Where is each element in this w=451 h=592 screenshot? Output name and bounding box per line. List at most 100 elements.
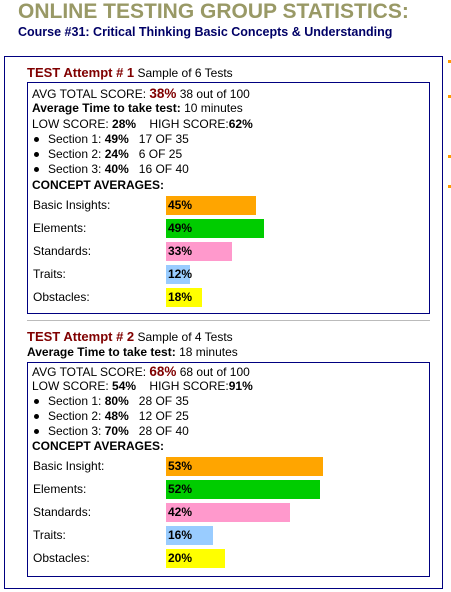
- section-detail: 16 OF 40: [138, 162, 189, 176]
- time-value: 18 minutes: [179, 345, 238, 359]
- avg-label: AVG TOTAL SCORE:: [32, 365, 147, 379]
- section-detail: 17 OF 35: [138, 132, 189, 146]
- attempt-sample: Sample of 6 Tests: [137, 66, 233, 80]
- concept-bar: 52%: [166, 480, 320, 499]
- attempt-sample: Sample of 4 Tests: [137, 330, 233, 344]
- section-label: Section 2:: [48, 409, 102, 423]
- course-label: Course #31:: [18, 25, 90, 39]
- time-label: Average Time to take test:: [27, 345, 176, 359]
- concept-bar: 45%: [166, 196, 256, 215]
- concept-name: Traits:: [33, 528, 66, 542]
- concept-label: 12%: [168, 267, 193, 281]
- concept-label: 53%: [168, 459, 193, 473]
- low-value: 28%: [112, 117, 137, 131]
- attempt-box: AVG TOTAL SCORE: 68% 68 out of 100 LOW S…: [27, 362, 430, 577]
- time-line: Average Time to take test: 10 minutes: [32, 101, 243, 116]
- page-title: ONLINE TESTING GROUP STATISTICS:: [18, 0, 409, 23]
- concept-label: 45%: [168, 198, 193, 212]
- attempt-heading-line: TEST Attempt # 1 Sample of 6 Tests: [27, 65, 233, 81]
- low-label: LOW SCORE:: [32, 379, 109, 393]
- time-line: Average Time to take test: 18 minutes: [27, 345, 238, 360]
- concept-label: 18%: [168, 290, 193, 304]
- avg-detail: 38 out of 100: [179, 87, 250, 101]
- low-value: 54%: [112, 379, 137, 393]
- avg-detail: 68 out of 100: [179, 365, 250, 379]
- concept-bar: 18%: [166, 288, 202, 307]
- concept-label: 42%: [168, 505, 193, 519]
- course-line: Course #31: Critical Thinking Basic Conc…: [18, 25, 392, 40]
- concept-bar: 33%: [166, 242, 232, 261]
- avg-line: AVG TOTAL SCORE: 68% 68 out of 100: [32, 364, 250, 380]
- section-label: Section 3:: [48, 424, 102, 438]
- concept-label: 33%: [168, 244, 193, 258]
- section-label: Section 1:: [48, 394, 102, 408]
- bullet: [34, 166, 39, 172]
- time-value: 10 minutes: [184, 101, 243, 115]
- attempt-box: AVG TOTAL SCORE: 38% 38 out of 100 Avera…: [27, 82, 430, 314]
- scroll-dot: [448, 60, 451, 63]
- concept-name: Standards:: [33, 505, 92, 519]
- section-line: Section 2: 48% 12 OF 25: [32, 409, 189, 424]
- section-detail: 6 OF 25: [138, 147, 183, 161]
- section-line: Section 3: 40% 16 OF 40: [32, 162, 189, 177]
- time-label: Average Time to take test:: [32, 101, 181, 115]
- concept-name: Elements:: [33, 221, 87, 235]
- section-label: Section 1:: [48, 132, 102, 146]
- concept-bar: 49%: [166, 219, 264, 238]
- section-pct: 49%: [104, 132, 129, 146]
- concept-label: 52%: [168, 482, 193, 496]
- section-pct: 80%: [104, 394, 129, 408]
- section-pct: 24%: [104, 147, 129, 161]
- section-pct: 70%: [104, 424, 129, 438]
- section-label: Section 2:: [48, 147, 102, 161]
- concept-name: Obstacles:: [33, 290, 90, 304]
- scroll-dot: [448, 155, 451, 158]
- high-label: HIGH SCORE:: [149, 117, 229, 131]
- section-detail: 12 OF 25: [138, 409, 189, 423]
- scroll-dot: [448, 95, 451, 98]
- bullet: [34, 413, 39, 419]
- section-line: Section 2: 24% 6 OF 25: [32, 147, 182, 162]
- concept-label: 16%: [168, 528, 193, 542]
- concept-label: 20%: [168, 551, 193, 565]
- bullet: [34, 398, 39, 404]
- concept-name: Obstacles:: [33, 551, 90, 565]
- concept-bar: 16%: [166, 526, 214, 545]
- bullet: [34, 151, 39, 157]
- high-value: 62%: [228, 117, 253, 131]
- avg-pct: 38%: [149, 86, 177, 101]
- score-range-line: LOW SCORE: 54% HIGH SCORE:91%: [32, 379, 253, 394]
- concept-bar: 42%: [166, 503, 291, 522]
- concept-bar: 20%: [166, 549, 226, 568]
- section-label: Section 3:: [48, 162, 102, 176]
- section-pct: 40%: [104, 162, 129, 176]
- section-line: Section 1: 49% 17 OF 35: [32, 132, 189, 147]
- scroll-dot: [448, 185, 451, 188]
- concepts-title: CONCEPT AVERAGES:: [32, 178, 165, 192]
- concept-name: Basic Insights:: [33, 198, 111, 212]
- section-detail: 28 OF 40: [138, 424, 189, 438]
- low-label: LOW SCORE:: [32, 117, 109, 131]
- separator: [27, 320, 430, 321]
- section-pct: 48%: [104, 409, 129, 423]
- high-value: 91%: [228, 379, 253, 393]
- content-frame: [4, 56, 443, 589]
- concept-bar: 53%: [166, 457, 323, 476]
- course-name: Critical Thinking Basic Concepts & Under…: [93, 25, 393, 39]
- concept-bar: 12%: [166, 265, 193, 284]
- attempt-heading: TEST Attempt # 1: [27, 65, 135, 80]
- concept-name: Traits:: [33, 267, 66, 281]
- section-line: Section 1: 80% 28 OF 35: [32, 394, 189, 409]
- score-range-line: LOW SCORE: 28% HIGH SCORE:62%: [32, 117, 253, 132]
- concept-name: Standards:: [33, 244, 92, 258]
- attempt-heading-line: TEST Attempt # 2 Sample of 4 Tests: [27, 329, 233, 345]
- concept-name: Elements:: [33, 482, 87, 496]
- avg-line: AVG TOTAL SCORE: 38% 38 out of 100: [32, 86, 250, 102]
- bullet: [34, 428, 39, 434]
- attempt-heading: TEST Attempt # 2: [27, 329, 135, 344]
- bullet: [34, 136, 39, 142]
- avg-pct: 68%: [149, 364, 177, 379]
- concept-label: 49%: [168, 221, 193, 235]
